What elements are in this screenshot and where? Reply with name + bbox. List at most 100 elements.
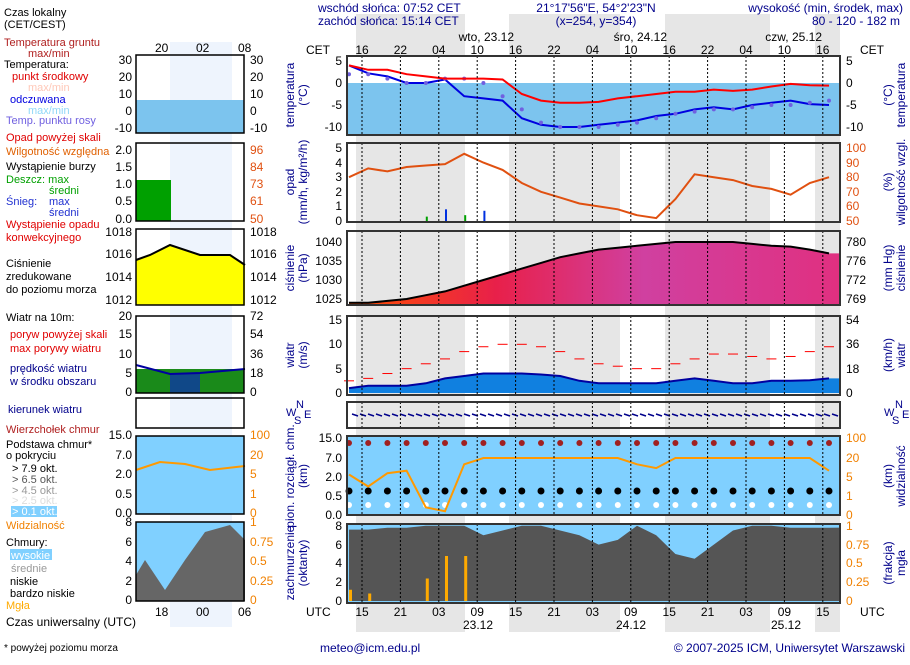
- legend-snow-max: max: [49, 196, 70, 208]
- panel-frame-d: [346, 401, 841, 429]
- axis-label: (km): [296, 464, 310, 488]
- cloud-base-dot-low: [749, 502, 756, 508]
- wind-arrow: [815, 413, 823, 417]
- cloud-top-dot: [826, 440, 832, 446]
- wind-arrow: [679, 413, 687, 417]
- legend-dew: Temp. punktu rosy: [6, 115, 96, 127]
- mini-tick: 1016: [250, 247, 277, 261]
- mini-tick: 1.0: [115, 177, 132, 191]
- cloud-base-dot: [748, 487, 756, 495]
- copyright: © 2007-2025 ICM, Uniwersytet Warszawski: [674, 641, 905, 655]
- axis-label: temperatura: [283, 62, 297, 127]
- legend-utc: Czas uniwersalny (UTC): [6, 615, 136, 629]
- cet-tick: 16: [355, 43, 369, 57]
- mini-tick: 0.5: [115, 194, 132, 208]
- legend-okt-3: > 4.5 okt.: [12, 485, 58, 497]
- legend-low: niskie: [10, 576, 38, 588]
- coords-text: 21°17'56"E, 54°2'23"N: [536, 1, 655, 15]
- dew-point: [539, 120, 543, 125]
- compass-letter: N: [296, 399, 304, 411]
- cloud-top-dot: [595, 440, 602, 446]
- legend-convective-2: konwekcyjnego: [6, 232, 81, 244]
- cloud-base-dot: [729, 487, 737, 495]
- legend-pressure-3: do poziomu morza: [6, 284, 97, 296]
- pressure-area: [349, 242, 840, 305]
- cloud-base-dot-low: [787, 502, 794, 508]
- cloud-top-dot: [576, 440, 583, 446]
- axis-tick: 1: [335, 199, 342, 213]
- cet-label-left: CET: [306, 43, 331, 57]
- cloud-cover-area: [349, 525, 840, 601]
- axis-tick: 4: [335, 156, 342, 170]
- mini-tick: 1.5: [115, 160, 132, 174]
- cloud-base-dot-low: [365, 502, 372, 508]
- mini-tick: 5: [250, 467, 257, 481]
- compass-letter: S: [892, 415, 899, 427]
- legend-visibility: Widzialność: [6, 520, 65, 532]
- cet-tick: 16: [663, 43, 677, 57]
- mini-tick: 2: [125, 574, 132, 588]
- axis-tick: 5: [846, 54, 853, 68]
- mini-tick: 73: [250, 177, 264, 191]
- cloud-base-dot: [518, 487, 526, 495]
- utc-tick: 15: [663, 605, 677, 619]
- compass-letter: E: [304, 409, 311, 421]
- legend-wind-speed: prędkość wiatru: [10, 363, 87, 375]
- legend-gust-max: max porywy wiatru: [10, 343, 101, 355]
- axis-tick: 772: [846, 273, 866, 287]
- day-label-top: wto, 23.12: [458, 30, 515, 44]
- axis-tick: 15: [329, 313, 343, 327]
- mini-tick: 7.0: [115, 448, 132, 462]
- axis-label: temperatura: [894, 62, 908, 127]
- mini-tick: 20: [119, 309, 133, 323]
- compass-letter: W: [286, 407, 297, 419]
- wind-arrow: [719, 413, 727, 417]
- wind-arrow: [671, 413, 679, 417]
- axis-label: pion. rozciągł. chm.: [283, 424, 297, 527]
- axis-tick: 5: [846, 470, 853, 484]
- axis-tick: -10: [846, 120, 864, 134]
- cloud-top-dot: [499, 440, 506, 446]
- axis-tick: 1: [846, 519, 853, 533]
- axis-tick: 90: [846, 156, 860, 170]
- dew-point: [654, 116, 659, 121]
- mini-utc-tick: 06: [238, 605, 252, 619]
- compass-letter: S: [294, 415, 301, 427]
- axis-label: (°C): [881, 84, 895, 105]
- dew-point: [366, 72, 371, 77]
- cet-tick: 04: [586, 43, 600, 57]
- legend-maxmin-1: max/min: [28, 82, 70, 94]
- cloud-top-dot: [422, 440, 429, 446]
- cloud-base-dot-low: [691, 502, 698, 508]
- temp-below-zero: [347, 83, 840, 135]
- email-link[interactable]: meteo@icm.edu.pl: [320, 641, 420, 655]
- wind-arrow: [423, 413, 431, 417]
- mini-tick: 1012: [105, 293, 132, 307]
- mini-tick: 100: [250, 428, 270, 442]
- mini-tick: 0: [250, 593, 257, 607]
- mini-tick: 18: [250, 366, 264, 380]
- wind-arrow: [751, 413, 759, 417]
- wind-arrow: [455, 413, 463, 417]
- wind-arrow: [439, 413, 447, 417]
- dew-point: [481, 81, 486, 85]
- mini-visibility: [135, 460, 246, 472]
- legend-wind10: Wiatr na 10m:: [6, 312, 74, 324]
- mini-panel-w: [135, 315, 245, 394]
- cet-tick: 04: [739, 43, 753, 57]
- dew-point: [596, 125, 601, 129]
- wind-arrow: [599, 413, 607, 417]
- cloud-base-dot: [595, 487, 603, 495]
- legend-humidity: Wilgotność względna: [6, 146, 110, 158]
- wind-arrow: [743, 413, 751, 417]
- utc-tick: 21: [394, 605, 408, 619]
- legend-rain: Deszcz: max: [6, 174, 69, 186]
- wind-arrow: [775, 413, 783, 417]
- cloud-base-dot: [460, 487, 468, 495]
- utc-tick: 15: [355, 605, 369, 619]
- legend-precip-over: Opad powyżej skali: [6, 132, 101, 144]
- mini-tick: 2.0: [115, 467, 132, 481]
- axis-label: mgła: [894, 550, 908, 576]
- cloud-top-dot: [768, 440, 775, 446]
- legend-snow: Śnieg:: [6, 195, 37, 208]
